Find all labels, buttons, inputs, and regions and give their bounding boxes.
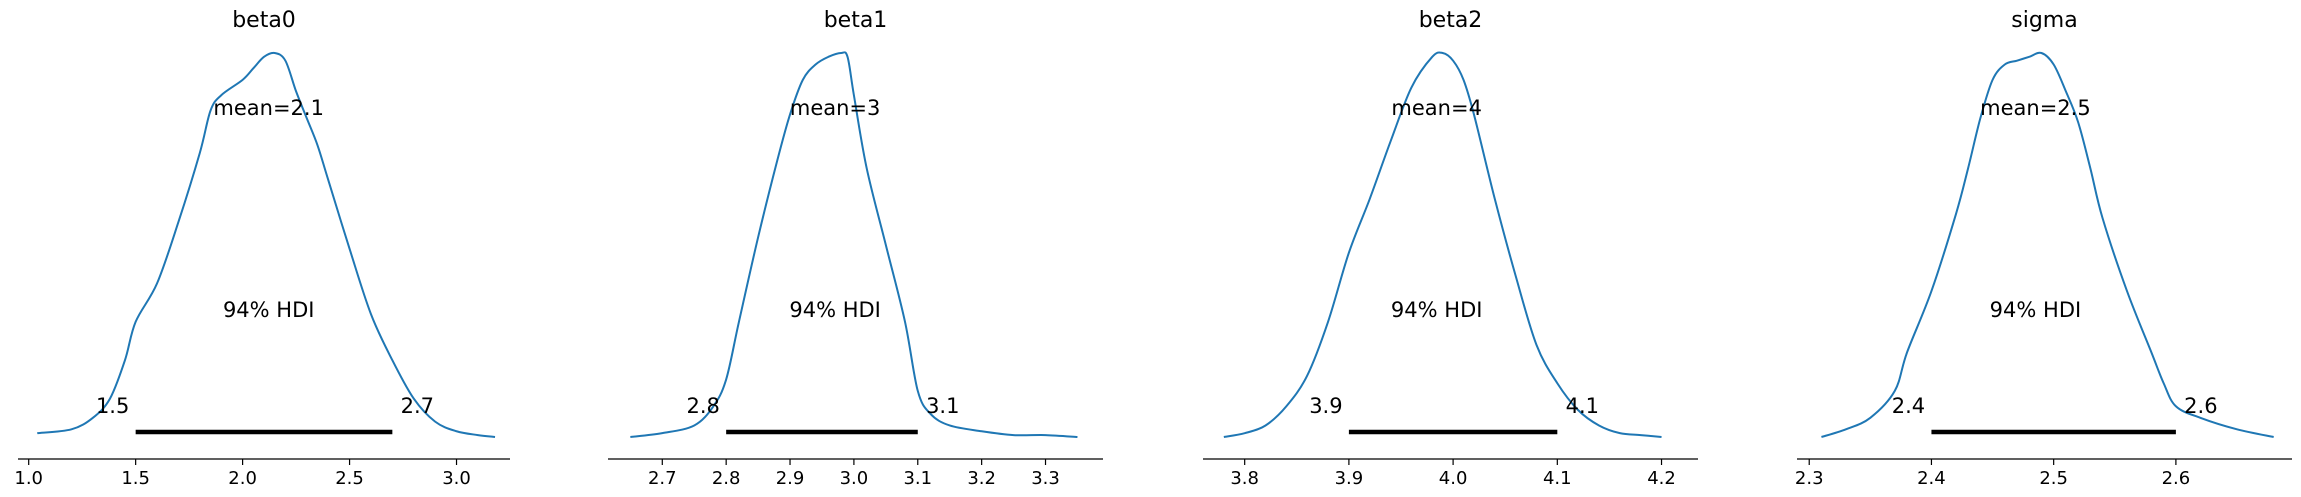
x-tick-label: 2.0: [228, 468, 257, 489]
density-curve: [37, 51, 496, 438]
mean-label: mean=2.5: [1980, 96, 2091, 120]
hdi-upper-label: 3.1: [926, 394, 959, 418]
hdi-lower-label: 1.5: [96, 394, 129, 418]
x-tick-label: 2.6: [2162, 468, 2191, 489]
x-tick-label: 1.5: [121, 468, 150, 489]
hdi-upper-label: 4.1: [1566, 394, 1599, 418]
x-tick-label: 2.4: [1917, 468, 1946, 489]
x-tick-label: 4.1: [1543, 468, 1572, 489]
density-curve: [630, 51, 1078, 438]
hdi-lower-label: 2.4: [1892, 394, 1925, 418]
density-curve: [1223, 51, 1662, 438]
x-tick-label: 3.1: [903, 468, 932, 489]
mean-label: mean=4: [1391, 96, 1482, 120]
x-tick-label: 3.8: [1230, 468, 1259, 489]
x-tick-label: 2.3: [1795, 468, 1824, 489]
mean-label: mean=3: [790, 96, 881, 120]
hdi-label: 94% HDI: [1391, 298, 1483, 322]
x-tick-label: 3.3: [1031, 468, 1060, 489]
x-tick-label: 3.9: [1335, 468, 1364, 489]
hdi-upper-label: 2.6: [2184, 394, 2217, 418]
hdi-label: 94% HDI: [223, 298, 315, 322]
panel-title: beta2: [1419, 8, 1483, 33]
panel-sigma: 2.3 2.4 2.5 2.6 sigma mean=2.5 94% HDI 2.4 2.6: [1795, 8, 2292, 489]
panel-title: beta0: [232, 8, 296, 33]
panel-beta1: 2.7 2.8 2.9 3.0 3.1 3.2 3.3 beta1 mean=3 94% HDI 2…: [608, 8, 1103, 489]
panel-title: sigma: [2011, 8, 2077, 33]
hdi-upper-label: 2.7: [401, 394, 434, 418]
x-tick-label: 2.5: [2039, 468, 2068, 489]
panel-beta0: 1.0 1.5 2.0 2.5 3.0 beta0 mean=2.1 94% HDI 1.5 2.…: [14, 8, 510, 489]
x-tick-label: 4.2: [1647, 468, 1676, 489]
hdi-label: 94% HDI: [789, 298, 881, 322]
x-tick-label: 1.0: [14, 468, 43, 489]
x-tick-label: 3.0: [840, 468, 869, 489]
x-tick-label: 3.0: [442, 468, 471, 489]
panel-beta2: 3.8 3.9 4.0 4.1 4.2 beta2 mean=4 94% HDI 3.9 4.1: [1203, 8, 1698, 489]
mean-label: mean=2.1: [213, 96, 324, 120]
density-curve: [1821, 51, 2274, 438]
x-tick-label: 4.0: [1439, 468, 1468, 489]
hdi-lower-label: 2.8: [686, 394, 719, 418]
panel-title: beta1: [824, 8, 888, 33]
x-tick-label: 2.7: [648, 468, 677, 489]
x-tick-label: 2.8: [712, 468, 741, 489]
hdi-label: 94% HDI: [1990, 298, 2082, 322]
x-tick-label: 2.5: [335, 468, 364, 489]
x-tick-label: 2.9: [776, 468, 805, 489]
x-tick-label: 3.2: [967, 468, 996, 489]
hdi-lower-label: 3.9: [1309, 394, 1342, 418]
